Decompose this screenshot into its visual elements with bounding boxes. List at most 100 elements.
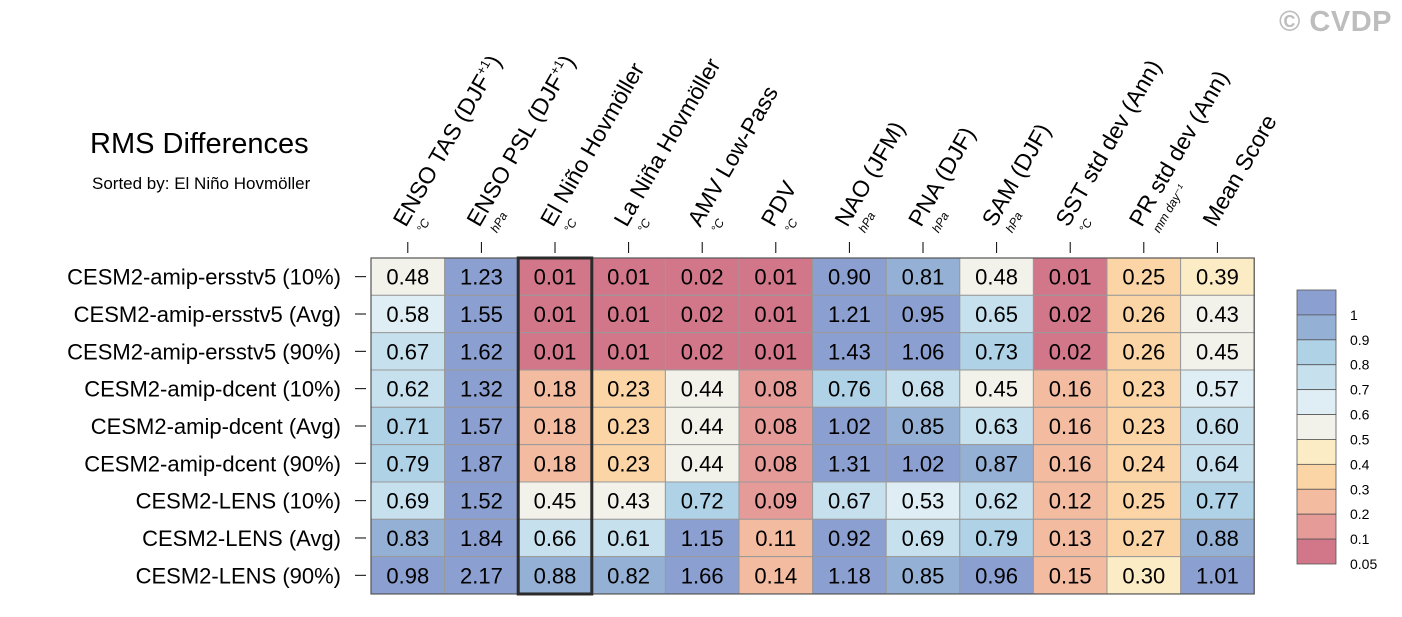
- cell-value: 0.01: [607, 302, 650, 327]
- cell-value: 0.02: [681, 265, 724, 290]
- column-label: Mean Score: [1197, 110, 1282, 230]
- cell-value: 0.23: [607, 451, 650, 476]
- colorbar-swatch: [1296, 538, 1337, 565]
- colorbar-swatch: [1296, 463, 1337, 490]
- cell-value: 1.23: [460, 265, 503, 290]
- column-unit: °C: [635, 216, 654, 235]
- cell-value: 0.01: [607, 265, 650, 290]
- colorbar-label: 0.9: [1350, 332, 1370, 348]
- cell-value: 0.63: [975, 414, 1018, 439]
- heatmap-cell: [885, 257, 961, 296]
- heatmap-cell: [591, 406, 666, 446]
- cell-value: 0.02: [1049, 339, 1092, 364]
- heatmap-cell: [885, 406, 961, 446]
- heatmap-cell: [664, 444, 740, 483]
- heatmap-cell: [812, 294, 887, 334]
- heatmap-cell: [1106, 406, 1182, 446]
- cell-value: 0.60: [1196, 414, 1239, 439]
- heatmap-cell: [1032, 518, 1108, 558]
- cell-value: 0.87: [975, 451, 1018, 476]
- cell-value: 0.08: [754, 451, 797, 476]
- cell-value: 0.85: [902, 414, 945, 439]
- cell-value: 0.45: [975, 377, 1018, 402]
- column-header: Mean Score: [1197, 110, 1282, 230]
- heatmap-cell: [1180, 556, 1255, 595]
- cell-value: 1.55: [460, 302, 503, 327]
- cell-value: 0.48: [386, 265, 429, 290]
- cell-value: 0.09: [754, 489, 797, 514]
- cell-value: 0.71: [386, 414, 429, 439]
- cell-value: 0.01: [1049, 265, 1092, 290]
- cell-value: 0.11: [755, 526, 796, 551]
- colorbar-label: 0.6: [1350, 407, 1370, 423]
- cell-value: 0.69: [386, 489, 429, 514]
- heatmap-cell: [664, 369, 740, 408]
- heatmap-cell: [370, 406, 446, 446]
- cell-value: 0.25: [1122, 265, 1165, 290]
- heatmap-cell: [444, 481, 519, 520]
- row-label: CESM2-amip-dcent (10%): [84, 377, 341, 402]
- cell-value: 0.79: [975, 526, 1018, 551]
- colorbar-swatch: [1296, 513, 1337, 540]
- heatmap-cell: [444, 369, 519, 408]
- cell-value: 0.96: [975, 563, 1018, 588]
- cell-value: 0.58: [386, 302, 429, 327]
- colorbar-swatch: [1296, 414, 1337, 440]
- colorbar-label: 0.7: [1350, 382, 1370, 398]
- cell-value: 0.01: [754, 339, 797, 364]
- cell-value: 1.57: [460, 414, 503, 439]
- cell-value: 0.23: [607, 414, 650, 439]
- cell-value: 0.01: [534, 265, 577, 290]
- cell-value: 1.87: [460, 451, 503, 476]
- heatmap-cell: [591, 332, 666, 371]
- heatmap-cell: [444, 444, 519, 483]
- cell-value: 0.08: [754, 377, 797, 402]
- row-label: CESM2-amip-ersstv5 (10%): [67, 265, 341, 290]
- cell-value: 1.21: [828, 302, 871, 327]
- cell-value: 0.01: [534, 339, 577, 364]
- cell-value: 0.62: [975, 489, 1018, 514]
- cell-value: 1.18: [828, 563, 871, 588]
- row-label: CESM2-amip-dcent (Avg): [91, 414, 341, 439]
- cell-value: 0.43: [1196, 302, 1239, 327]
- heatmap-cell: [591, 518, 666, 558]
- column-unit: °C: [1076, 216, 1095, 235]
- cell-value: 1.06: [902, 339, 945, 364]
- cell-value: 1.31: [828, 451, 871, 476]
- colorbar-swatch: [1296, 488, 1337, 515]
- column-unit: °C: [708, 216, 727, 235]
- heatmap-cell: [1032, 481, 1108, 520]
- heatmap-cell: [1106, 518, 1182, 558]
- cell-value: 0.62: [386, 377, 429, 402]
- cell-value: 0.95: [902, 302, 945, 327]
- cell-value: 1.02: [902, 451, 945, 476]
- column-header: PNA (DJF)hPa: [903, 122, 980, 235]
- cell-value: 0.64: [1196, 451, 1239, 476]
- cell-value: 1.84: [460, 526, 503, 551]
- cell-value: 0.15: [1049, 563, 1092, 588]
- cell-value: 0.48: [975, 265, 1018, 290]
- colorbar-swatch: [1296, 389, 1337, 415]
- cell-value: 0.18: [534, 377, 577, 402]
- heatmap-cell: [738, 369, 814, 408]
- row-label: CESM2-amip-ersstv5 (Avg): [74, 302, 341, 327]
- colorbar-swatch: [1296, 339, 1337, 366]
- heatmap-cell: [1106, 257, 1182, 296]
- heatmap-cell: [812, 369, 887, 408]
- cell-value: 0.02: [681, 302, 724, 327]
- heatmap-cell: [959, 294, 1034, 334]
- cell-value: 0.26: [1122, 302, 1165, 327]
- cell-value: 0.44: [681, 414, 724, 439]
- cell-value: 0.39: [1196, 265, 1239, 290]
- colorbar-swatch: [1296, 314, 1337, 341]
- heatmap-cell: [444, 257, 519, 296]
- cell-value: 0.72: [681, 489, 724, 514]
- cell-value: 0.73: [975, 339, 1018, 364]
- heatmap-cell: [738, 518, 814, 558]
- cell-value: 1.43: [828, 339, 871, 364]
- heatmap-cell: [959, 444, 1034, 483]
- cell-value: 1.62: [460, 339, 503, 364]
- copyright-watermark: © CVDP: [1279, 6, 1392, 38]
- row-label: CESM2-LENS (90%): [136, 563, 341, 588]
- heatmap-cell: [1106, 369, 1182, 408]
